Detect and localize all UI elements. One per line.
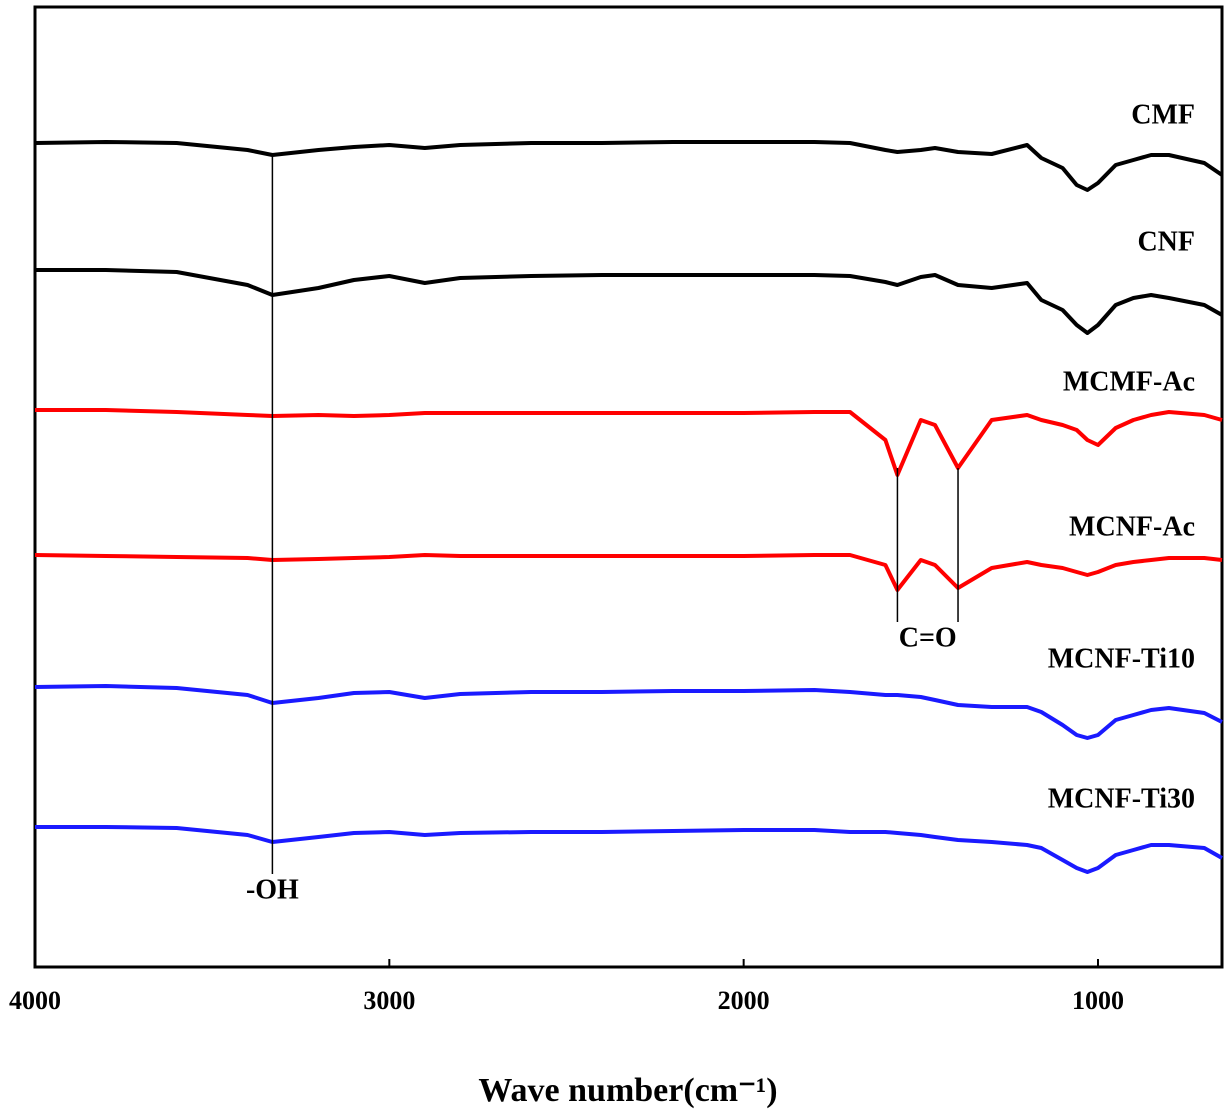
spectrum-line [34, 684, 1223, 740]
spectrum-line [34, 140, 1224, 192]
x-tick-label: 2000 [718, 986, 770, 1015]
series-label: MCNF-Ti30 [1048, 783, 1195, 814]
x-tick-label: 1000 [1072, 986, 1124, 1015]
x-tick-label: 3000 [363, 986, 415, 1015]
series-label: CMF [1131, 99, 1195, 130]
x-axis-title: Wave number(cm⁻¹) [478, 1072, 777, 1109]
plot-frame [33, 5, 1224, 969]
annotation-label: -OH [246, 874, 299, 905]
spectrum-line [35, 408, 1223, 477]
spectrum-line [35, 825, 1223, 874]
spectrum-line [35, 268, 1223, 335]
series-label: MCMF-Ac [1063, 366, 1195, 397]
annotation-label: C=O [899, 622, 957, 653]
spectrum-line [34, 553, 1223, 592]
series-label: CNF [1137, 226, 1195, 257]
x-tick-label: 4000 [9, 986, 61, 1015]
series-label: MCNF-Ac [1069, 511, 1195, 542]
series-label: MCNF-Ti10 [1048, 643, 1195, 674]
